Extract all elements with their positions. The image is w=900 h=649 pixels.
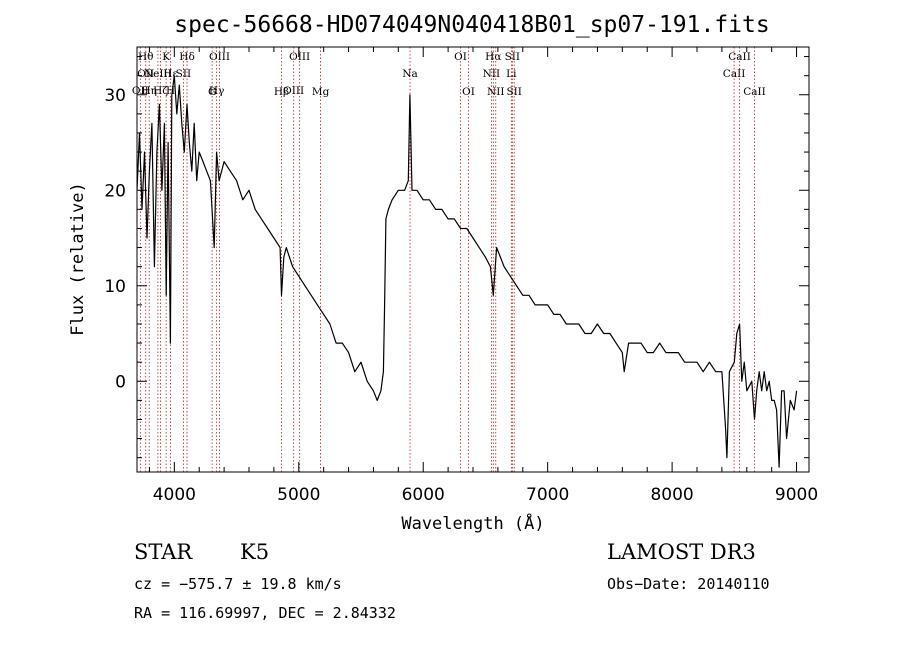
line-markers: OIIHθOIIHηNeIIIHζKHεHSIIHδGHγOIIIHβOIIIO… xyxy=(132,47,766,472)
line-marker-label: CaII xyxy=(743,86,766,98)
axis-ticks: 4000 5000 6000 7000 8000 9000 0 10 20 30 xyxy=(104,47,818,505)
line-marker-label: OII xyxy=(132,85,149,97)
chart-title: spec-56668-HD074049N040418B01_sp07-191.f… xyxy=(174,12,769,38)
line-marker-label: Li xyxy=(506,68,517,80)
line-marker-label: Na xyxy=(402,68,417,80)
line-marker-label: NII xyxy=(487,86,504,98)
x-tick-label: 7000 xyxy=(526,485,569,505)
line-marker-label: OIII xyxy=(289,51,310,63)
line-marker-label: SII xyxy=(506,86,522,98)
y-tick-label: 20 xyxy=(104,181,126,201)
line-marker-label: CaII xyxy=(723,68,746,80)
line-marker-label: OIII xyxy=(209,51,230,63)
line-marker-label: Hζ xyxy=(153,85,168,97)
x-axis-label: Wavelength (Å) xyxy=(401,512,544,534)
redshift-text: cz = −575.7 ± 19.8 km/s xyxy=(134,575,342,593)
flux-line xyxy=(137,75,798,468)
x-tick-label: 8000 xyxy=(650,485,693,505)
line-marker-label: OII xyxy=(137,68,154,80)
line-marker-label: H xyxy=(166,85,175,97)
line-marker-label: OI xyxy=(454,51,467,63)
line-marker-label: G xyxy=(208,86,216,98)
coordinates-text: RA = 116.69997, DEC = 2.84332 xyxy=(134,604,396,622)
line-marker-label: Hβ xyxy=(274,86,289,98)
line-marker-label: SII xyxy=(505,51,521,63)
x-tick-label: 9000 xyxy=(775,485,818,505)
x-tick-label: 5000 xyxy=(277,485,320,505)
line-marker-label: Hα xyxy=(485,51,501,63)
line-marker-label: Hγ xyxy=(209,85,224,97)
obs-date-text: Obs−Date: 20140110 xyxy=(607,575,770,593)
plot-frame xyxy=(136,46,810,473)
line-marker-label: K xyxy=(162,51,170,63)
spectral-subclass: K5 xyxy=(240,540,270,564)
line-marker-label: OIII xyxy=(283,85,304,97)
line-marker-label: CaII xyxy=(728,51,751,63)
line-marker-label: OI xyxy=(462,86,475,98)
y-axis-label: Flux (relative) xyxy=(68,182,88,336)
line-marker-label: Hδ xyxy=(179,51,194,63)
spectrum-series xyxy=(137,75,798,468)
line-marker-label: Hη xyxy=(141,85,156,97)
y-tick-label: 30 xyxy=(104,86,126,106)
y-tick-label: 0 xyxy=(115,372,126,392)
object-class: STAR xyxy=(134,540,193,564)
line-marker-label: NII xyxy=(483,68,500,80)
line-marker-label: SII xyxy=(176,68,192,80)
spectrum-chart: spec-56668-HD074049N040418B01_sp07-191.f… xyxy=(68,12,818,534)
y-tick-label: 10 xyxy=(104,277,126,297)
line-marker-label: Mg xyxy=(312,86,330,98)
line-marker-label: NeIII xyxy=(144,68,172,80)
survey-name: LAMOST DR3 xyxy=(607,540,756,564)
x-tick-label: 4000 xyxy=(153,485,196,505)
x-tick-label: 6000 xyxy=(402,485,445,505)
